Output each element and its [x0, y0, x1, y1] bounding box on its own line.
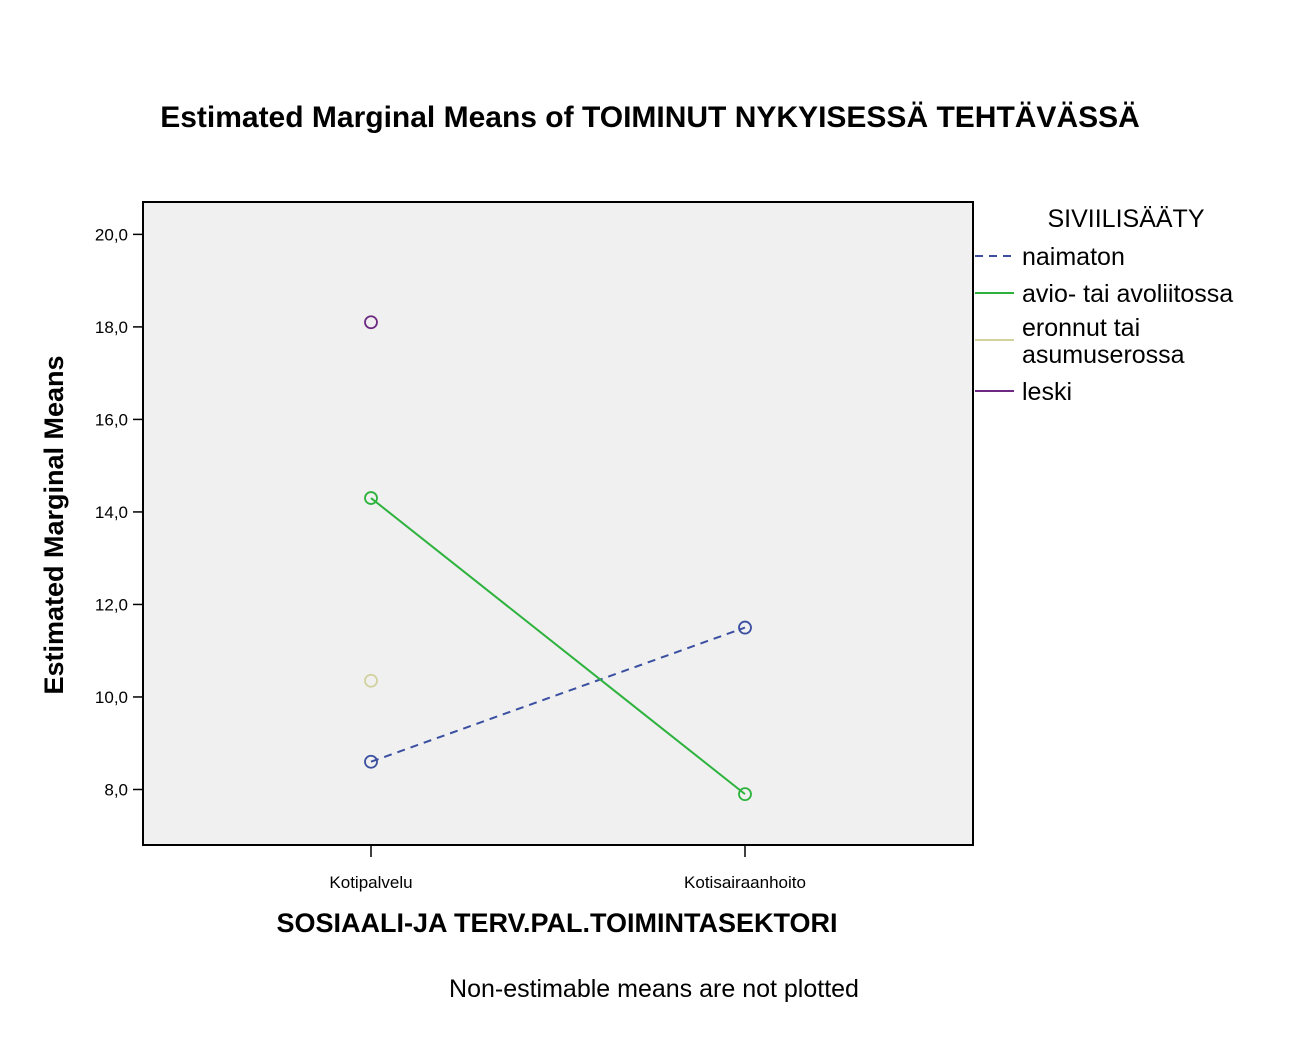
legend-label: eronnut tai: [1022, 314, 1140, 342]
series-layer: [364, 315, 752, 802]
x-tick-label: Kotipalvelu: [329, 873, 412, 892]
y-tick-label: 20,0: [95, 225, 128, 244]
y-tick-label: 8,0: [104, 780, 128, 799]
y-tick-label: 14,0: [95, 503, 128, 522]
y-tick-label: 16,0: [95, 410, 128, 429]
plot-area: [142, 201, 974, 846]
data-point: [738, 620, 752, 635]
data-point: [364, 673, 378, 688]
legend-label: avio- tai avoliitossa: [1022, 280, 1233, 308]
y-tick-label: 18,0: [95, 318, 128, 337]
y-tick-label: 10,0: [95, 688, 128, 707]
x-tick-label: Kotisairaanhoito: [684, 873, 806, 892]
x-axis-title: SOSIAALI-JA TERV.PAL.TOIMINTASEKTORI: [276, 908, 837, 938]
legend-label: naimaton: [1022, 243, 1125, 271]
chart-title: Estimated Marginal Means of TOIMINUT NYK…: [160, 101, 1140, 134]
y-axis: 8,0 10,0 12,0 14,0 16,0 18,0 20,0: [95, 225, 143, 799]
footnote: Non-estimable means are not plotted: [449, 975, 859, 1003]
data-point: [364, 754, 378, 769]
data-point: [738, 787, 752, 802]
legend: SIVIILISÄÄTY naimaton avio- tai avoliitos…: [975, 205, 1233, 406]
data-point: [364, 315, 378, 330]
data-point: [364, 491, 378, 505]
series-line-0: [370, 626, 746, 763]
legend-label: leski: [1022, 378, 1072, 406]
legend-title: SIVIILISÄÄTY: [1047, 205, 1204, 233]
x-axis: Kotipalvelu Kotisairaanhoito: [329, 845, 806, 892]
series-line-1: [370, 497, 746, 795]
y-tick-label: 12,0: [95, 595, 128, 614]
y-axis-title: Estimated Marginal Means: [39, 355, 69, 694]
legend-label: asumuserossa: [1022, 341, 1185, 369]
